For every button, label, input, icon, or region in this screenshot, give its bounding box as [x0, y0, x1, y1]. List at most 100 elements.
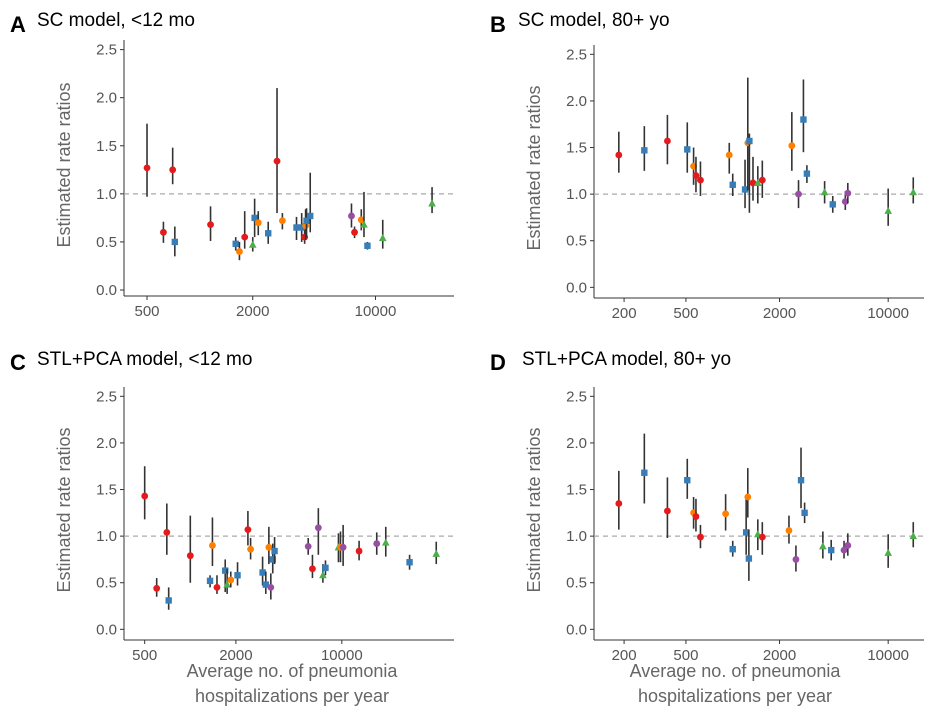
point-marker-square: [684, 477, 691, 484]
data-point: [271, 537, 278, 565]
data-point: [797, 447, 805, 509]
data-point: [749, 156, 757, 201]
point-marker-circle: [615, 500, 623, 507]
point-marker-square: [406, 559, 413, 566]
point-marker-square: [641, 469, 648, 476]
y-tick-label: 0.0: [96, 282, 117, 299]
data-point: [641, 126, 648, 171]
data-point: [746, 133, 753, 213]
data-point: [615, 131, 623, 173]
point-marker-circle: [143, 164, 151, 172]
point-marker-square: [234, 572, 241, 579]
point-marker-square: [746, 137, 753, 145]
point-marker-circle: [697, 176, 704, 184]
point-marker-square: [298, 224, 305, 231]
x-tick-label: 10000: [867, 305, 909, 322]
data-point: [262, 571, 270, 594]
data-point: [254, 211, 262, 236]
data-point: [742, 498, 750, 555]
y-tick-label: 2.0: [96, 90, 117, 107]
data-point: [244, 510, 252, 546]
data-point: [248, 237, 257, 252]
data-point: [293, 216, 300, 240]
y-axis-title: Estimated rate ratios: [524, 85, 544, 250]
data-point: [615, 470, 623, 530]
point-marker-circle: [207, 221, 214, 229]
y-axis-title: Estimated rate ratios: [54, 427, 74, 592]
y-tick-label: 2.5: [566, 46, 587, 63]
data-point: [800, 79, 807, 153]
point-marker-square: [262, 581, 270, 588]
panel-a: A SC model, <12 mo Estimated rate ratios 0.…: [10, 10, 454, 320]
point-marker-square: [293, 224, 300, 231]
point-marker-circle: [278, 217, 286, 225]
data-point: [259, 556, 266, 586]
point-marker-square: [729, 545, 736, 553]
x-tick-label: 500: [132, 647, 157, 664]
x-tick-label: 500: [673, 647, 698, 664]
point-marker-square: [303, 217, 310, 224]
point-marker-square: [745, 555, 753, 562]
data-point: [213, 575, 221, 594]
point-marker-square: [265, 230, 272, 237]
point-marker-circle: [664, 507, 671, 515]
point-marker-square: [165, 597, 172, 604]
point-marker-square: [829, 201, 836, 208]
x-tick-label: 2000: [236, 303, 269, 320]
point-marker-circle: [697, 533, 704, 541]
point-marker-circle: [348, 212, 355, 220]
point-marker-circle: [227, 576, 235, 584]
point-marker-circle: [163, 529, 171, 536]
point-marker-square: [828, 546, 835, 554]
data-point: [160, 221, 167, 243]
point-marker-square: [251, 214, 258, 222]
x-tick-label: 500: [135, 303, 160, 320]
point-marker-circle: [758, 176, 766, 184]
point-marker-triangle: [754, 178, 762, 186]
panel-letter: D: [490, 350, 506, 375]
y-tick-label: 0.5: [96, 234, 117, 251]
point-marker-circle: [795, 190, 802, 198]
y-tick-label: 1.0: [566, 528, 587, 545]
data-point: [406, 554, 413, 570]
y-tick-label: 1.5: [96, 482, 117, 499]
point-marker-triangle: [819, 542, 827, 550]
data-point: [265, 526, 273, 565]
x-tick-label: 2000: [763, 305, 796, 322]
point-marker-triangle: [378, 233, 387, 242]
data-point: [801, 502, 808, 524]
point-marker-circle: [169, 166, 177, 174]
panel-title: STL+PCA model, <12 mo: [37, 349, 252, 370]
data-point: [697, 161, 704, 196]
point-marker-circle: [267, 583, 275, 591]
point-marker-circle: [725, 151, 733, 159]
x-tick-label: 200: [612, 647, 637, 664]
point-marker-circle: [788, 142, 796, 150]
point-marker-circle: [160, 228, 167, 236]
point-marker-square: [307, 212, 314, 220]
data-point: [241, 211, 249, 249]
data-point: [143, 123, 151, 197]
data-point: [309, 554, 316, 579]
point-marker-circle: [664, 137, 671, 145]
data-point: [692, 156, 700, 193]
data-point: [171, 226, 179, 257]
point-marker-square: [206, 577, 214, 585]
data-point: [684, 458, 691, 499]
x-tick-label: 10000: [867, 647, 909, 664]
data-point: [169, 147, 177, 185]
data-point: [744, 468, 752, 518]
data-point: [729, 173, 736, 196]
point-marker-triangle: [884, 206, 892, 214]
y-tick-label: 0.5: [566, 233, 587, 250]
data-point: [207, 206, 214, 241]
point-marker-circle: [254, 219, 262, 227]
x-tick-label: 500: [673, 305, 698, 322]
x-axis-title-line-2: hospitalizations per year: [638, 686, 832, 706]
data-point: [641, 433, 648, 504]
data-point: [697, 524, 704, 549]
x-tick-label: 10000: [321, 647, 363, 664]
y-axis-title: Estimated rate ratios: [54, 82, 74, 247]
y-tick-label: 0.0: [96, 621, 117, 638]
point-marker-square: [232, 240, 239, 248]
